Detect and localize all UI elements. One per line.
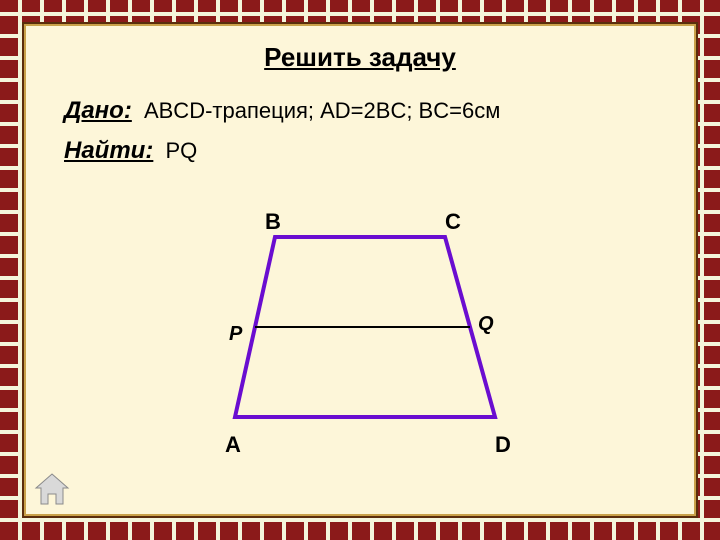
slide-frame: Решить задачу Дано: ABCD-трапеция; AD=2B… <box>22 22 698 518</box>
given-row: Дано: ABCD-трапеция; AD=2BC; BC=6см <box>64 97 686 125</box>
vertex-label-c: C <box>445 209 461 235</box>
midpoint-label-q: Q <box>478 313 494 336</box>
trapezoid-diagram: A B C D P Q <box>34 177 686 497</box>
vertex-label-b: B <box>265 209 281 235</box>
find-label: Найти: <box>64 137 153 164</box>
page-title: Решить задачу <box>34 42 686 73</box>
vertex-label-a: A <box>225 432 241 458</box>
trapezoid-svg <box>50 177 670 477</box>
find-row: Найти: PQ <box>64 137 686 165</box>
vertex-label-d: D <box>495 432 511 458</box>
find-text: PQ <box>165 138 197 163</box>
slide-content: Решить задачу Дано: ABCD-трапеция; AD=2B… <box>34 34 686 506</box>
home-icon[interactable] <box>32 472 72 508</box>
given-text: ABCD-трапеция; AD=2BC; BC=6см <box>144 98 500 123</box>
given-label: Дано: <box>64 97 132 124</box>
midpoint-label-p: P <box>229 323 242 346</box>
